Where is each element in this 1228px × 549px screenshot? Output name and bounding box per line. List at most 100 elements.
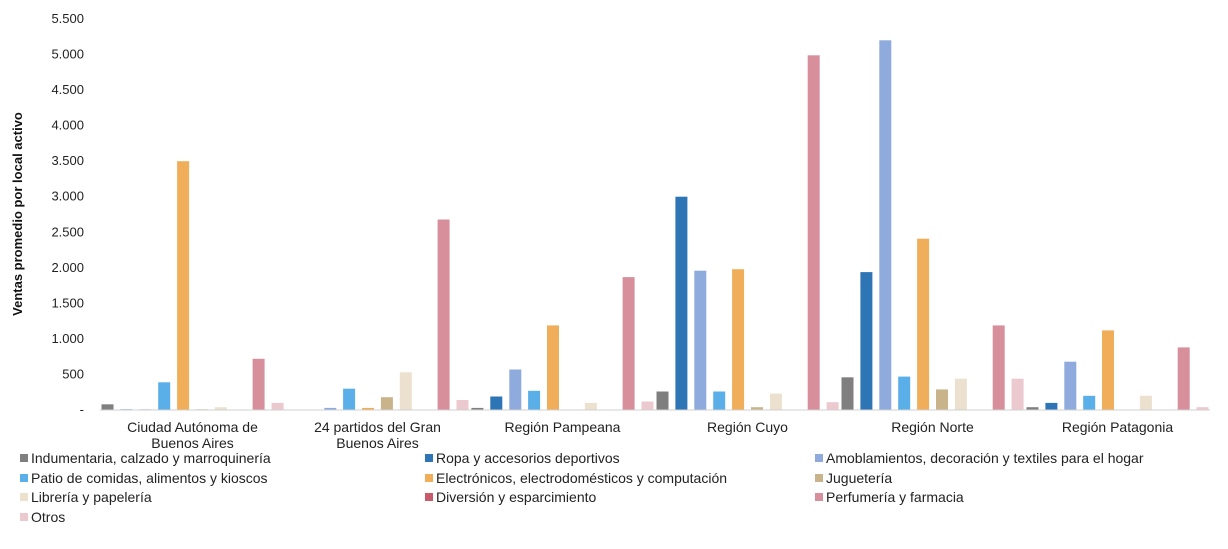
bar: [675, 196, 688, 410]
legend-swatch: [20, 454, 28, 462]
legend-label: Patio de comidas, alimentos y kioscos: [31, 469, 268, 486]
legend-label: Electrónicos, electrodomésticos y comput…: [436, 469, 728, 486]
bar: [826, 402, 839, 410]
bar: [713, 391, 726, 410]
bar: [769, 393, 782, 410]
bar: [1102, 330, 1114, 410]
bar: [807, 55, 820, 411]
bar: [917, 238, 930, 410]
bar: [362, 407, 374, 410]
bar: [509, 369, 522, 410]
x-axis: Ciudad Autónoma de Buenos Aires 24 partido…: [100, 409, 1210, 451]
legend-item: Juguetería: [815, 470, 892, 486]
legend-swatch: [425, 473, 433, 482]
y-tick-label: 5.500: [51, 11, 84, 26]
bar: [622, 277, 635, 410]
legend-item: Perfumería y farmacia: [815, 489, 964, 505]
bar: [954, 378, 967, 410]
legend-item: Patio de comidas, alimentos y kioscos: [20, 470, 268, 486]
bar: [271, 402, 284, 410]
y-tick-label: 1.500: [51, 295, 84, 310]
bar: [399, 372, 412, 410]
bar: [694, 270, 707, 410]
legend-swatch: [20, 473, 28, 482]
bar: [1139, 395, 1152, 410]
bar: [101, 404, 114, 410]
y-tick-label: 4.500: [51, 82, 84, 97]
bar: [584, 402, 597, 410]
bar: [1026, 407, 1039, 410]
bar: [641, 401, 654, 410]
legend-label: Diversión y esparcimiento: [436, 489, 597, 505]
bar: [324, 407, 337, 410]
legend-swatch: [425, 454, 433, 462]
bar: [992, 325, 1005, 410]
bar: [490, 396, 503, 410]
bar: [252, 358, 265, 410]
y-tick-label: 4.000: [51, 118, 84, 133]
y-tick-label: 3.500: [51, 153, 84, 168]
bar: [898, 376, 911, 410]
bar: [841, 377, 854, 410]
y-tick-label: 2.000: [51, 260, 84, 275]
y-tick-label: 500: [62, 366, 84, 381]
bar: [177, 161, 190, 410]
legend-item: Electrónicos, electrodomésticos y comput…: [425, 470, 727, 486]
legend-swatch: [815, 454, 823, 462]
legend-item: Otros: [20, 509, 65, 525]
y-tick-label: 1.000: [51, 331, 84, 346]
y-axis: - 500 1.000 1.500 2.000 2.500 3.000 3.500 4.000 4…: [51, 11, 84, 417]
x-tick-label: Ciudad Autónoma de Buenos Aires: [127, 419, 258, 451]
legend-swatch: [20, 512, 28, 521]
bar: [437, 219, 450, 410]
bar: [879, 40, 892, 411]
legend-swatch: [815, 493, 823, 501]
bar: [860, 272, 873, 410]
legend-item: Ropa y accesorios deportivos: [425, 450, 620, 466]
legend-swatch: [20, 493, 28, 501]
bar: [547, 325, 559, 410]
bar: [1011, 378, 1024, 410]
bar: [732, 269, 745, 410]
legend-item: Librería y papelería: [20, 489, 152, 505]
legend-label: Ropa y accesorios deportivos: [436, 450, 620, 466]
legend-swatch: [815, 473, 823, 482]
legend-label: Librería y papelería: [31, 489, 152, 505]
bar: [528, 390, 541, 410]
bar: [1177, 347, 1190, 410]
y-tick-label: -: [80, 402, 84, 417]
legend-label: Juguetería: [826, 469, 893, 486]
x-tick-label: 24 partidos del Gran Buenos Aires: [314, 419, 441, 451]
x-tick-label: Región Pampeana: [505, 419, 621, 435]
legend-label: Perfumería y farmacia: [826, 489, 964, 505]
legend-swatch: [425, 493, 433, 501]
x-tick-label: Región Cuyo: [707, 419, 788, 435]
bar: [380, 397, 393, 410]
x-tick-label: Región Patagonia: [1062, 419, 1174, 435]
legend-label: Amoblamientos, decoración y textiles par…: [826, 450, 1144, 466]
legend-label: Otros: [31, 508, 66, 525]
legend-item: Indumentaria, calzado y marroquinería: [20, 450, 271, 466]
bar: [158, 382, 171, 410]
bar: [456, 400, 469, 410]
legend-item: Diversión y esparcimiento: [425, 489, 596, 505]
legend-item: Amoblamientos, decoración y textiles par…: [815, 450, 1144, 466]
bar: [751, 407, 763, 410]
bar: [343, 388, 356, 410]
bar: [1083, 395, 1096, 410]
bar: [214, 407, 227, 410]
bars: [101, 40, 1209, 411]
bar: [1045, 402, 1058, 410]
x-tick-label: Región Norte: [891, 419, 974, 435]
legend-label: Indumentaria, calzado y marroquinería: [31, 450, 271, 466]
y-tick-label: 2.500: [51, 224, 84, 239]
y-tick-label: 3.000: [51, 189, 84, 204]
bar: [1196, 407, 1209, 410]
y-axis-label: Ventas promedio por local activo: [10, 112, 25, 316]
bar: [1064, 361, 1077, 410]
bar: [656, 391, 669, 410]
bar: [936, 389, 948, 410]
bar: [471, 407, 484, 410]
y-tick-label: 5.000: [51, 47, 84, 62]
